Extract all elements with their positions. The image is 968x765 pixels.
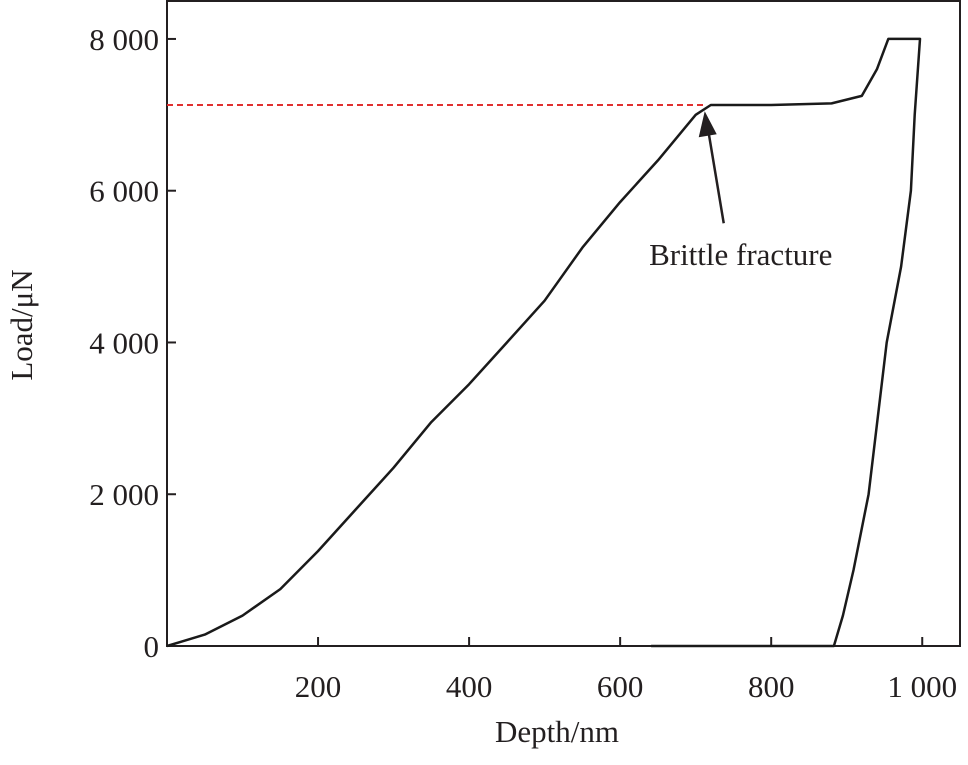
data-line: [166, 37, 922, 648]
plot-frame: [166, 0, 961, 647]
y-tick-label: 0: [144, 629, 160, 664]
x-tick-label: 200: [295, 669, 342, 704]
arrow-head: [698, 111, 717, 138]
x-tick-label: 1 000: [887, 669, 957, 704]
y-axis-label: Load/μN: [4, 269, 39, 380]
y-tick-label: 2 000: [89, 477, 159, 512]
y-tick-label: 4 000: [89, 325, 159, 360]
y-tick-label: 6 000: [89, 174, 159, 209]
x-axis-label: Depth/nm: [495, 714, 619, 749]
x-tick-label: 600: [597, 669, 644, 704]
x-tick-label: 400: [446, 669, 493, 704]
annotation-text: Brittle fracture: [649, 237, 832, 272]
x-tick-label: 800: [748, 669, 795, 704]
annotation-arrow: [706, 127, 725, 224]
y-tick-label: 8 000: [89, 22, 159, 57]
